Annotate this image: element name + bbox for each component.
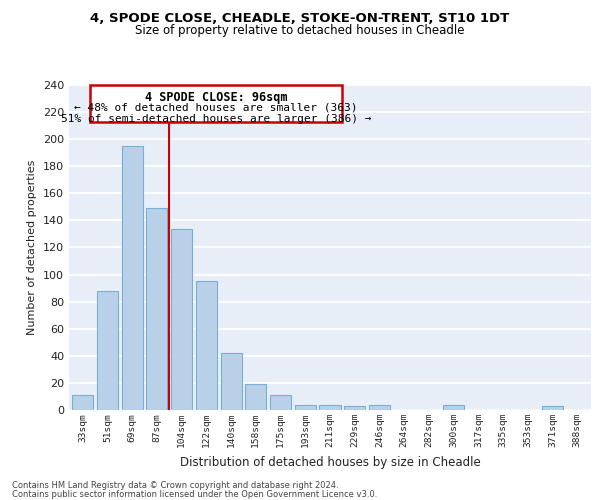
Bar [72,395,93,410]
Text: 4 SPODE CLOSE: 96sqm: 4 SPODE CLOSE: 96sqm [145,91,287,104]
Text: 51% of semi-detached houses are larger (386) →: 51% of semi-detached houses are larger (… [61,114,371,124]
Bar [122,146,143,410]
Bar [196,282,217,410]
Text: Contains public sector information licensed under the Open Government Licence v3: Contains public sector information licen… [12,490,377,499]
Text: Contains HM Land Registry data © Crown copyright and database right 2024.: Contains HM Land Registry data © Crown c… [12,481,338,490]
Bar [245,384,266,410]
Bar [146,208,167,410]
Bar [369,404,390,410]
Text: 4, SPODE CLOSE, CHEADLE, STOKE-ON-TRENT, ST10 1DT: 4, SPODE CLOSE, CHEADLE, STOKE-ON-TRENT,… [91,12,509,26]
Y-axis label: Number of detached properties: Number of detached properties [28,160,37,335]
X-axis label: Distribution of detached houses by size in Cheadle: Distribution of detached houses by size … [179,456,481,468]
Text: Size of property relative to detached houses in Cheadle: Size of property relative to detached ho… [135,24,465,37]
Bar [542,406,563,410]
Text: ← 48% of detached houses are smaller (363): ← 48% of detached houses are smaller (36… [74,102,358,113]
Bar [171,228,192,410]
Bar [270,395,291,410]
Bar [221,353,242,410]
Bar [97,291,118,410]
Bar [319,404,341,410]
Bar [443,404,464,410]
Bar [344,406,365,410]
FancyBboxPatch shape [90,85,343,122]
Bar [295,404,316,410]
